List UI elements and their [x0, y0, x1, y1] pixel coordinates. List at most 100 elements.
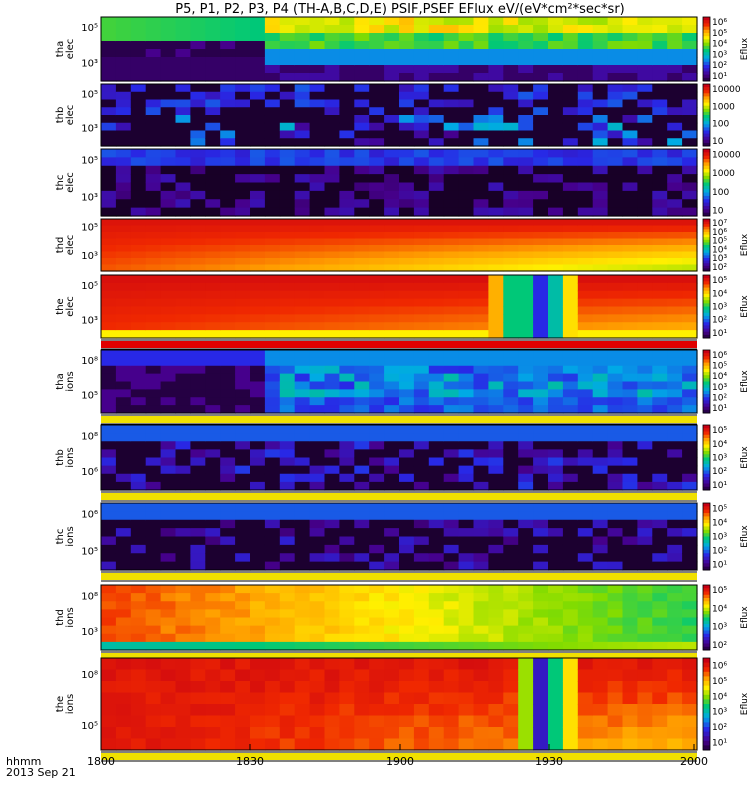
heatmap-cell: [294, 107, 311, 116]
heatmap-cell: [488, 65, 504, 74]
panel-label: elec: [65, 172, 76, 193]
heatmap-cell: [339, 258, 355, 266]
heatmap-cell: [592, 258, 609, 266]
heatmap-cell: [399, 306, 415, 315]
heatmap-cell: [130, 49, 147, 58]
heatmap-cell: [235, 425, 251, 434]
heatmap-cell: [592, 107, 609, 116]
heatmap-cell: [145, 473, 162, 483]
heatmap-cell: [175, 245, 191, 253]
heatmap-cell: [160, 389, 177, 398]
heatmap-cell: [309, 232, 326, 240]
heatmap-cell: [488, 165, 504, 175]
heatmap-cell: [503, 17, 519, 26]
heatmap-cell: [667, 601, 683, 610]
heatmap-cell: [384, 601, 400, 610]
heatmap-cell: [682, 225, 698, 233]
heatmap-cell: [294, 561, 311, 571]
heatmap-cell: [488, 225, 504, 233]
heatmap-cell: [279, 692, 296, 705]
heatmap-cell: [250, 553, 266, 563]
colorbar-frame: [702, 424, 711, 491]
heatmap-cell: [667, 306, 683, 315]
heatmap-cell: [667, 190, 683, 200]
heatmap-cell: [443, 225, 460, 233]
colorbar-segment: [703, 457, 710, 462]
colorbar-segment: [703, 617, 710, 622]
heatmap-cell: [101, 275, 117, 284]
heatmap-cell: [115, 322, 132, 331]
heatmap-cell: [250, 138, 266, 147]
heatmap-cell: [279, 275, 296, 284]
heatmap-cell: [384, 449, 400, 459]
heatmap-cell: [369, 57, 385, 66]
heatmap-cell: [652, 441, 668, 450]
heatmap-cell: [458, 365, 475, 375]
heatmap-cell: [175, 528, 191, 538]
heatmap-cell: [622, 457, 638, 467]
heatmap-cell: [562, 49, 579, 58]
heatmap-cell: [562, 350, 579, 359]
heatmap-cell: [518, 298, 534, 308]
heatmap-cell: [279, 282, 296, 292]
heatmap-cell: [577, 692, 594, 705]
heatmap-cell: [413, 381, 430, 390]
heatmap-cell: [130, 298, 147, 308]
panel-frame: [100, 502, 698, 571]
colorbar-segment: [703, 165, 710, 170]
heatmap-cell: [384, 122, 400, 132]
colorbar-segment: [703, 473, 710, 478]
heatmap-cell: [443, 389, 460, 398]
heatmap-cell: [428, 115, 445, 124]
heatmap-cell: [324, 681, 340, 694]
heatmap-cell: [339, 519, 355, 529]
heatmap-cell: [264, 585, 281, 594]
heatmap-cell: [160, 357, 177, 367]
heatmap-cell: [503, 245, 519, 253]
heatmap-cell: [443, 593, 460, 602]
heatmap-cell: [145, 633, 162, 643]
heatmap-cell: [503, 704, 519, 717]
heatmap-cell: [652, 115, 668, 124]
heatmap-cell: [384, 275, 400, 284]
heatmap-cell: [339, 481, 355, 491]
heatmap-cell: [264, 738, 281, 751]
heatmap-cell: [458, 41, 475, 50]
heatmap-cell: [399, 357, 415, 367]
heatmap-cell: [324, 245, 340, 253]
heatmap-cell: [190, 536, 206, 546]
heatmap-cell: [667, 433, 683, 442]
heatmap-cell: [458, 264, 475, 272]
heatmap-cell: [235, 465, 251, 475]
heatmap-cell: [190, 314, 206, 323]
heatmap-cell: [622, 625, 638, 635]
heatmap-cell: [533, 669, 549, 682]
heatmap-cell: [667, 519, 683, 529]
heatmap-cell: [250, 389, 266, 398]
heatmap-cell: [205, 544, 221, 554]
heatmap-cell: [384, 465, 400, 475]
heatmap-cell: [428, 298, 445, 308]
heatmap-cell: [279, 519, 296, 529]
heatmap-cell: [250, 122, 266, 132]
heatmap-cell: [413, 49, 430, 58]
heatmap-cell: [562, 473, 579, 483]
panel-label: ions: [65, 694, 76, 714]
heatmap-cell: [652, 99, 668, 108]
heatmap-cell: [637, 373, 653, 383]
heatmap-cell: [458, 219, 475, 227]
heatmap-cell: [279, 365, 296, 375]
heatmap-cell: [652, 219, 668, 227]
heatmap-cell: [428, 275, 445, 284]
heatmap-cell: [577, 544, 594, 554]
heatmap-cell: [235, 199, 251, 209]
heatmap-cell: [250, 727, 266, 740]
heatmap-cell: [264, 330, 281, 339]
time-format-label: hhmm: [6, 755, 42, 768]
heatmap-cell: [399, 174, 415, 184]
heatmap-cell: [428, 425, 445, 434]
colorbar-segment: [703, 322, 710, 326]
heatmap-cell: [428, 84, 445, 93]
heatmap-cell: [384, 130, 400, 139]
heatmap-cell: [115, 365, 132, 375]
